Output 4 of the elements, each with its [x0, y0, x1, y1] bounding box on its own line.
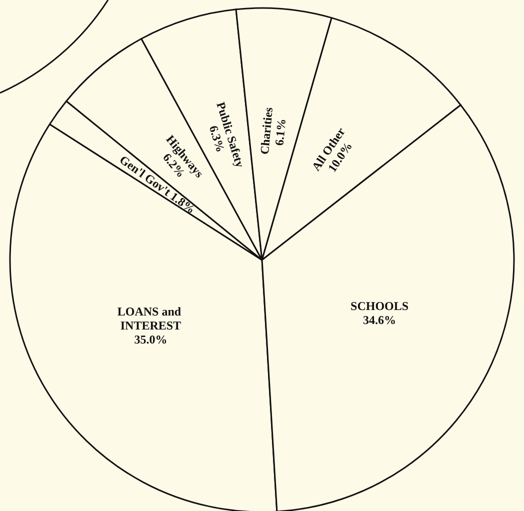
slice-label: SCHOOLS [350, 299, 409, 314]
slice-label: LOANS and INTEREST [117, 304, 184, 332]
data-label: 35.0% [134, 332, 168, 346]
data-label: 34.6% [363, 313, 396, 328]
